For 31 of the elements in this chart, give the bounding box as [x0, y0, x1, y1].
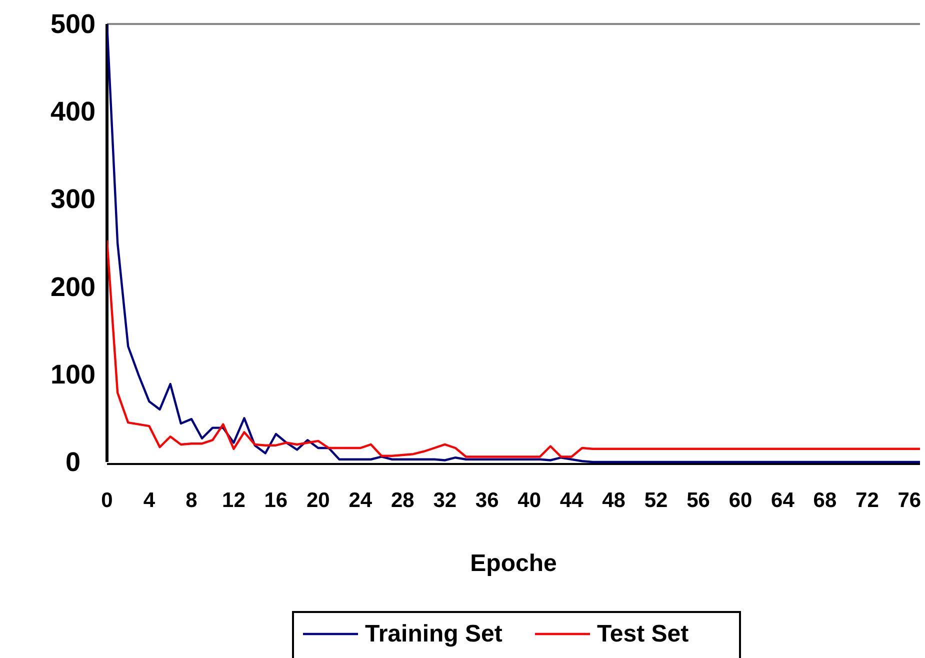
x-tick-label: 52: [644, 489, 668, 512]
x-tick-label: 40: [518, 489, 542, 512]
x-tick-label: 68: [813, 489, 837, 512]
x-tick-label: 36: [475, 489, 499, 512]
line-series: [107, 24, 922, 464]
x-tick-label: 12: [222, 489, 246, 512]
x-tick-label: 20: [306, 489, 330, 512]
x-tick-label: 16: [264, 489, 288, 512]
x-tick-label: 4: [143, 489, 156, 512]
y-tick-label: 500: [50, 9, 96, 39]
x-axis-title: Epoche: [470, 550, 557, 577]
line-series: [107, 239, 922, 458]
x-tick-label: 44: [560, 489, 584, 512]
y-tick-label: 300: [50, 184, 96, 214]
x-tick-label: 28: [390, 489, 415, 512]
x-tick-label: 48: [602, 489, 626, 512]
x-tick-label: 8: [186, 489, 198, 512]
x-tick-label: 60: [728, 489, 752, 512]
y-tick-label: 200: [50, 272, 96, 302]
y-tick-label: 400: [50, 96, 96, 127]
x-tick-label: 32: [433, 489, 457, 512]
x-tick-label: 0: [101, 489, 113, 512]
x-tick-label: 56: [686, 489, 710, 512]
y-tick-label: 100: [50, 359, 96, 390]
y-tick-label: 0: [65, 447, 81, 477]
x-tick-label: 72: [856, 489, 879, 512]
x-tick-label: 64: [771, 489, 795, 512]
legend-label: Test Set: [597, 620, 689, 648]
x-tick-label: 76: [898, 489, 922, 512]
legend-label: Training Set: [365, 620, 502, 648]
x-tick-label: 24: [348, 489, 372, 512]
